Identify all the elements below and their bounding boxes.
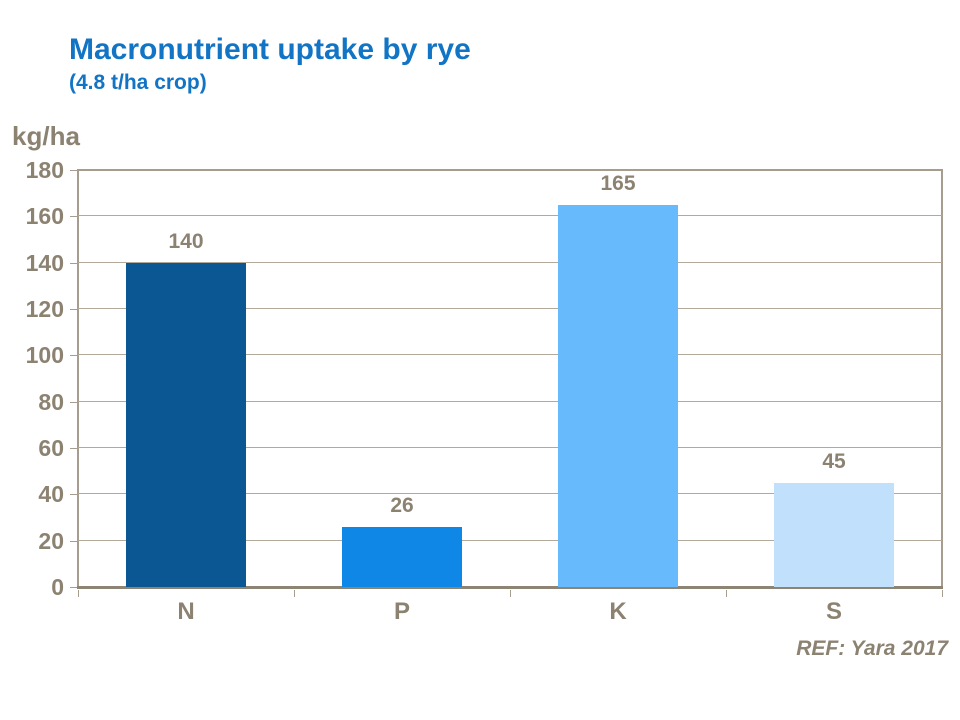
bar-value-label: 26 — [390, 493, 414, 517]
x-tick-mark — [294, 590, 295, 597]
y-tick-mark — [70, 355, 77, 357]
y-tick-mark — [70, 448, 77, 449]
x-category-label: S — [825, 598, 842, 625]
x-category-label: K — [609, 598, 627, 625]
y-tick-label: 80 — [38, 388, 64, 415]
x-category-label: P — [393, 598, 410, 625]
bar-p — [342, 526, 462, 587]
y-tick-label: 100 — [25, 342, 64, 369]
y-tick-label: 20 — [38, 527, 64, 554]
gridline — [78, 308, 942, 309]
chart-subtitle: (4.8 t/ha crop) — [69, 71, 207, 94]
x-tick-mark — [510, 590, 511, 597]
gridline — [78, 400, 942, 402]
y-tick-mark — [70, 494, 77, 496]
chart-title: Macronutrient uptake by rye — [69, 33, 471, 66]
plot-border-left — [77, 169, 79, 587]
gridline — [78, 493, 942, 495]
bar-value-label: 140 — [168, 229, 204, 253]
y-tick-mark — [70, 309, 77, 310]
y-tick-mark — [70, 587, 77, 588]
plot-border-top — [77, 169, 943, 171]
y-tick-mark — [70, 401, 77, 403]
plot-border-right — [941, 169, 943, 587]
bar-value-label: 165 — [600, 171, 636, 195]
gridline — [78, 354, 942, 356]
y-tick-mark — [70, 216, 77, 218]
y-tick-label: 120 — [25, 296, 64, 322]
x-axis-line — [77, 586, 943, 589]
y-tick-mark — [70, 540, 77, 542]
x-category-label: N — [177, 598, 195, 625]
y-tick-label: 140 — [25, 249, 64, 276]
bar-value-label: 45 — [822, 449, 846, 473]
x-tick-mark — [942, 590, 943, 597]
bar-s — [774, 482, 894, 587]
gridline — [78, 447, 942, 448]
y-tick-label: 40 — [38, 481, 64, 508]
y-tick-mark — [70, 262, 77, 264]
bar-n — [126, 262, 246, 587]
bar-k — [558, 204, 678, 587]
y-tick-mark — [70, 170, 77, 171]
y-tick-label: 60 — [38, 435, 64, 461]
x-tick-mark — [78, 590, 79, 597]
reference-note: REF: Yara 2017 — [796, 637, 948, 660]
gridline — [78, 215, 942, 217]
gridline — [78, 539, 942, 541]
x-tick-mark — [726, 590, 727, 597]
plot-area: 140 26 165 45 — [78, 170, 942, 587]
y-tick-label: 0 — [51, 574, 64, 600]
y-tick-label: 180 — [25, 157, 64, 183]
y-tick-label: 160 — [25, 203, 64, 230]
y-axis-unit-label: kg/ha — [12, 121, 80, 151]
gridline — [78, 261, 942, 263]
